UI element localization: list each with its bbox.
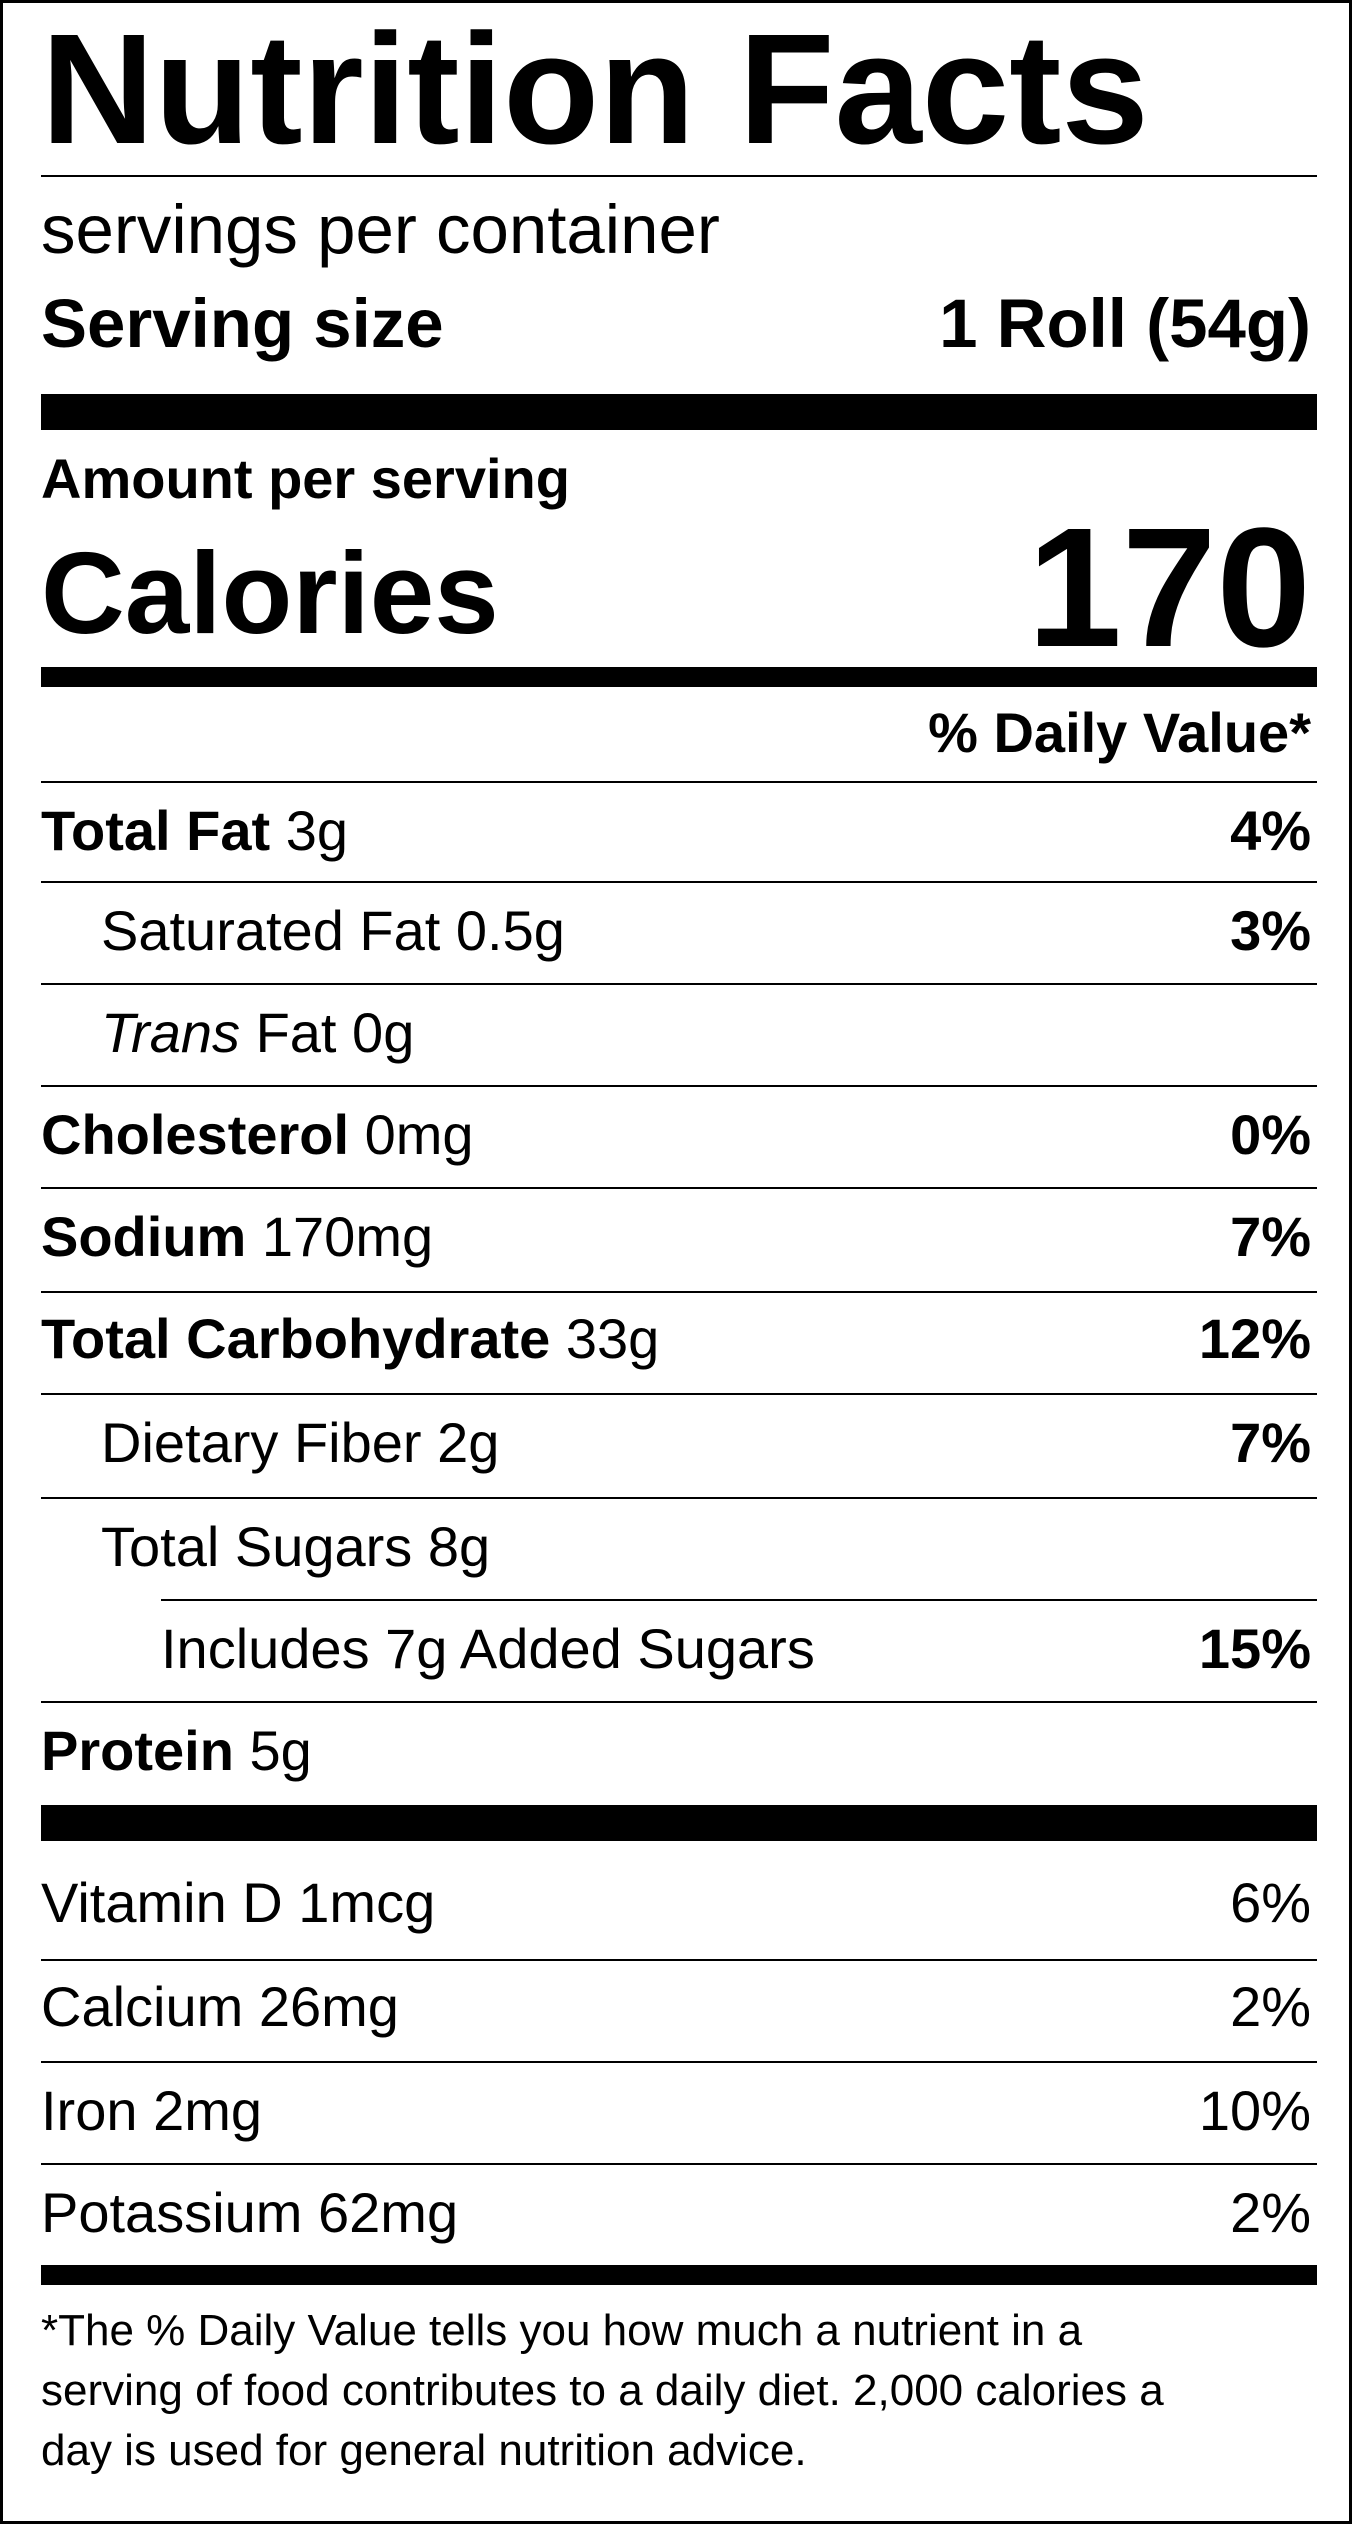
nutrient-name: Dietary Fiber (101, 1411, 422, 1474)
calories-label: Calories (41, 528, 499, 658)
vitamin-amount: 62mg (318, 2181, 459, 2244)
nutrient-name-suffix: Fat (255, 1001, 337, 1064)
nutrient-row-total-sugars: Total Sugars 8g (101, 1519, 490, 1575)
nutrient-row-sodium: Sodium 170mg (41, 1209, 433, 1265)
nutrient-amount: 8g (427, 1515, 491, 1578)
label-title: Nutrition Facts (41, 2, 1149, 177)
vitamin-amount: 2mg (153, 2079, 262, 2142)
amount-per-serving: Amount per serving (41, 447, 570, 510)
nutrient-row-trans-fat: Trans Fat 0g (101, 1005, 414, 1061)
nutrient-name: Total Carbohydrate (41, 1307, 551, 1370)
nutrient-amount: 0.5g (455, 899, 565, 962)
nutrient-row-added-sugars: Includes 7g Added Sugars (161, 1621, 815, 1677)
nutrient-amount: 170mg (261, 1205, 434, 1268)
divider (41, 175, 1317, 177)
nutrient-amount: 0mg (364, 1103, 474, 1166)
footnote-line-3: day is used for general nutrition advice… (41, 2426, 807, 2475)
nutrient-dv: 7% (1230, 1411, 1311, 1474)
row-divider (41, 1497, 1317, 1499)
row-divider (161, 1599, 1317, 1601)
row-divider (41, 1291, 1317, 1293)
row-divider (41, 2061, 1317, 2063)
row-divider (41, 1701, 1317, 1703)
nutrient-name: Protein (41, 1719, 234, 1782)
vitamin-amount: 26mg (258, 1975, 399, 2038)
nutrient-name: Cholesterol (41, 1103, 350, 1166)
vitamin-row-vitamin-d: Vitamin D 1mcg (41, 1875, 435, 1931)
calories-value: 170 (1027, 493, 1311, 683)
thick-divider (41, 1805, 1317, 1841)
nutrient-dv: 7% (1230, 1205, 1311, 1268)
vitamin-row-calcium: Calcium 26mg (41, 1979, 399, 2035)
footnote-line-2: serving of food contributes to a daily d… (41, 2366, 1164, 2415)
medium-divider (41, 667, 1317, 687)
vitamin-name: Iron (41, 2079, 138, 2142)
row-divider (41, 881, 1317, 883)
row-divider (41, 983, 1317, 985)
nutrient-row-dietary-fiber: Dietary Fiber 2g (101, 1415, 499, 1471)
nutrient-amount: 0g (352, 1001, 415, 1064)
vitamin-row-potassium: Potassium 62mg (41, 2185, 458, 2241)
daily-value-header: % Daily Value* (928, 701, 1311, 764)
nutrient-name: Total Fat (41, 799, 271, 862)
nutrient-row-total-fat: Total Fat 3g (41, 803, 348, 859)
row-divider (41, 1959, 1317, 1961)
nutrient-row-total-carbohydrate: Total Carbohydrate 33g (41, 1311, 659, 1367)
vitamin-row-iron: Iron 2mg (41, 2083, 262, 2139)
serving-size-label: Serving size (41, 285, 444, 362)
vitamin-name: Vitamin D (41, 1871, 283, 1934)
nutrient-amount: 3g (285, 799, 349, 862)
nutrient-amount: 33g (565, 1307, 660, 1370)
vitamin-dv: 2% (1230, 2181, 1311, 2244)
nutrient-row-protein: Protein 5g (41, 1723, 312, 1779)
footnote-line-1: *The % Daily Value tells you how much a … (41, 2306, 1083, 2355)
thick-divider (41, 394, 1317, 430)
nutrient-amount: 5g (249, 1719, 312, 1782)
nutrient-dv: 3% (1230, 899, 1311, 962)
row-divider (41, 2163, 1317, 2165)
medium-divider (41, 2265, 1317, 2285)
nutrient-row-saturated-fat: Saturated Fat 0.5g (101, 903, 565, 959)
vitamin-name: Potassium (41, 2181, 303, 2244)
nutrient-dv: 4% (1230, 799, 1311, 862)
nutrient-dv: 15% (1198, 1617, 1311, 1680)
nutrient-name: Includes 7g Added Sugars (161, 1617, 815, 1680)
serving-size-value: 1 Roll (54g) (939, 285, 1311, 362)
vitamin-name: Calcium (41, 1975, 244, 2038)
row-divider (41, 1187, 1317, 1189)
nutrient-name: Sodium (41, 1205, 247, 1268)
row-divider (41, 781, 1317, 783)
nutrient-name: Saturated Fat (101, 899, 441, 962)
servings-per-container: servings per container (41, 191, 720, 268)
nutrient-amount: 2g (437, 1411, 500, 1474)
row-divider (41, 1085, 1317, 1087)
nutrient-name: Trans (101, 1001, 240, 1064)
vitamin-dv: 2% (1230, 1975, 1311, 2038)
nutrient-name: Total Sugars (101, 1515, 413, 1578)
vitamin-dv: 10% (1198, 2079, 1311, 2142)
nutrient-row-cholesterol: Cholesterol 0mg (41, 1107, 474, 1163)
vitamin-dv: 6% (1230, 1871, 1311, 1934)
nutrient-dv: 0% (1230, 1103, 1311, 1166)
row-divider (41, 1393, 1317, 1395)
nutrient-dv: 12% (1198, 1307, 1311, 1370)
vitamin-amount: 1mcg (298, 1871, 436, 1934)
